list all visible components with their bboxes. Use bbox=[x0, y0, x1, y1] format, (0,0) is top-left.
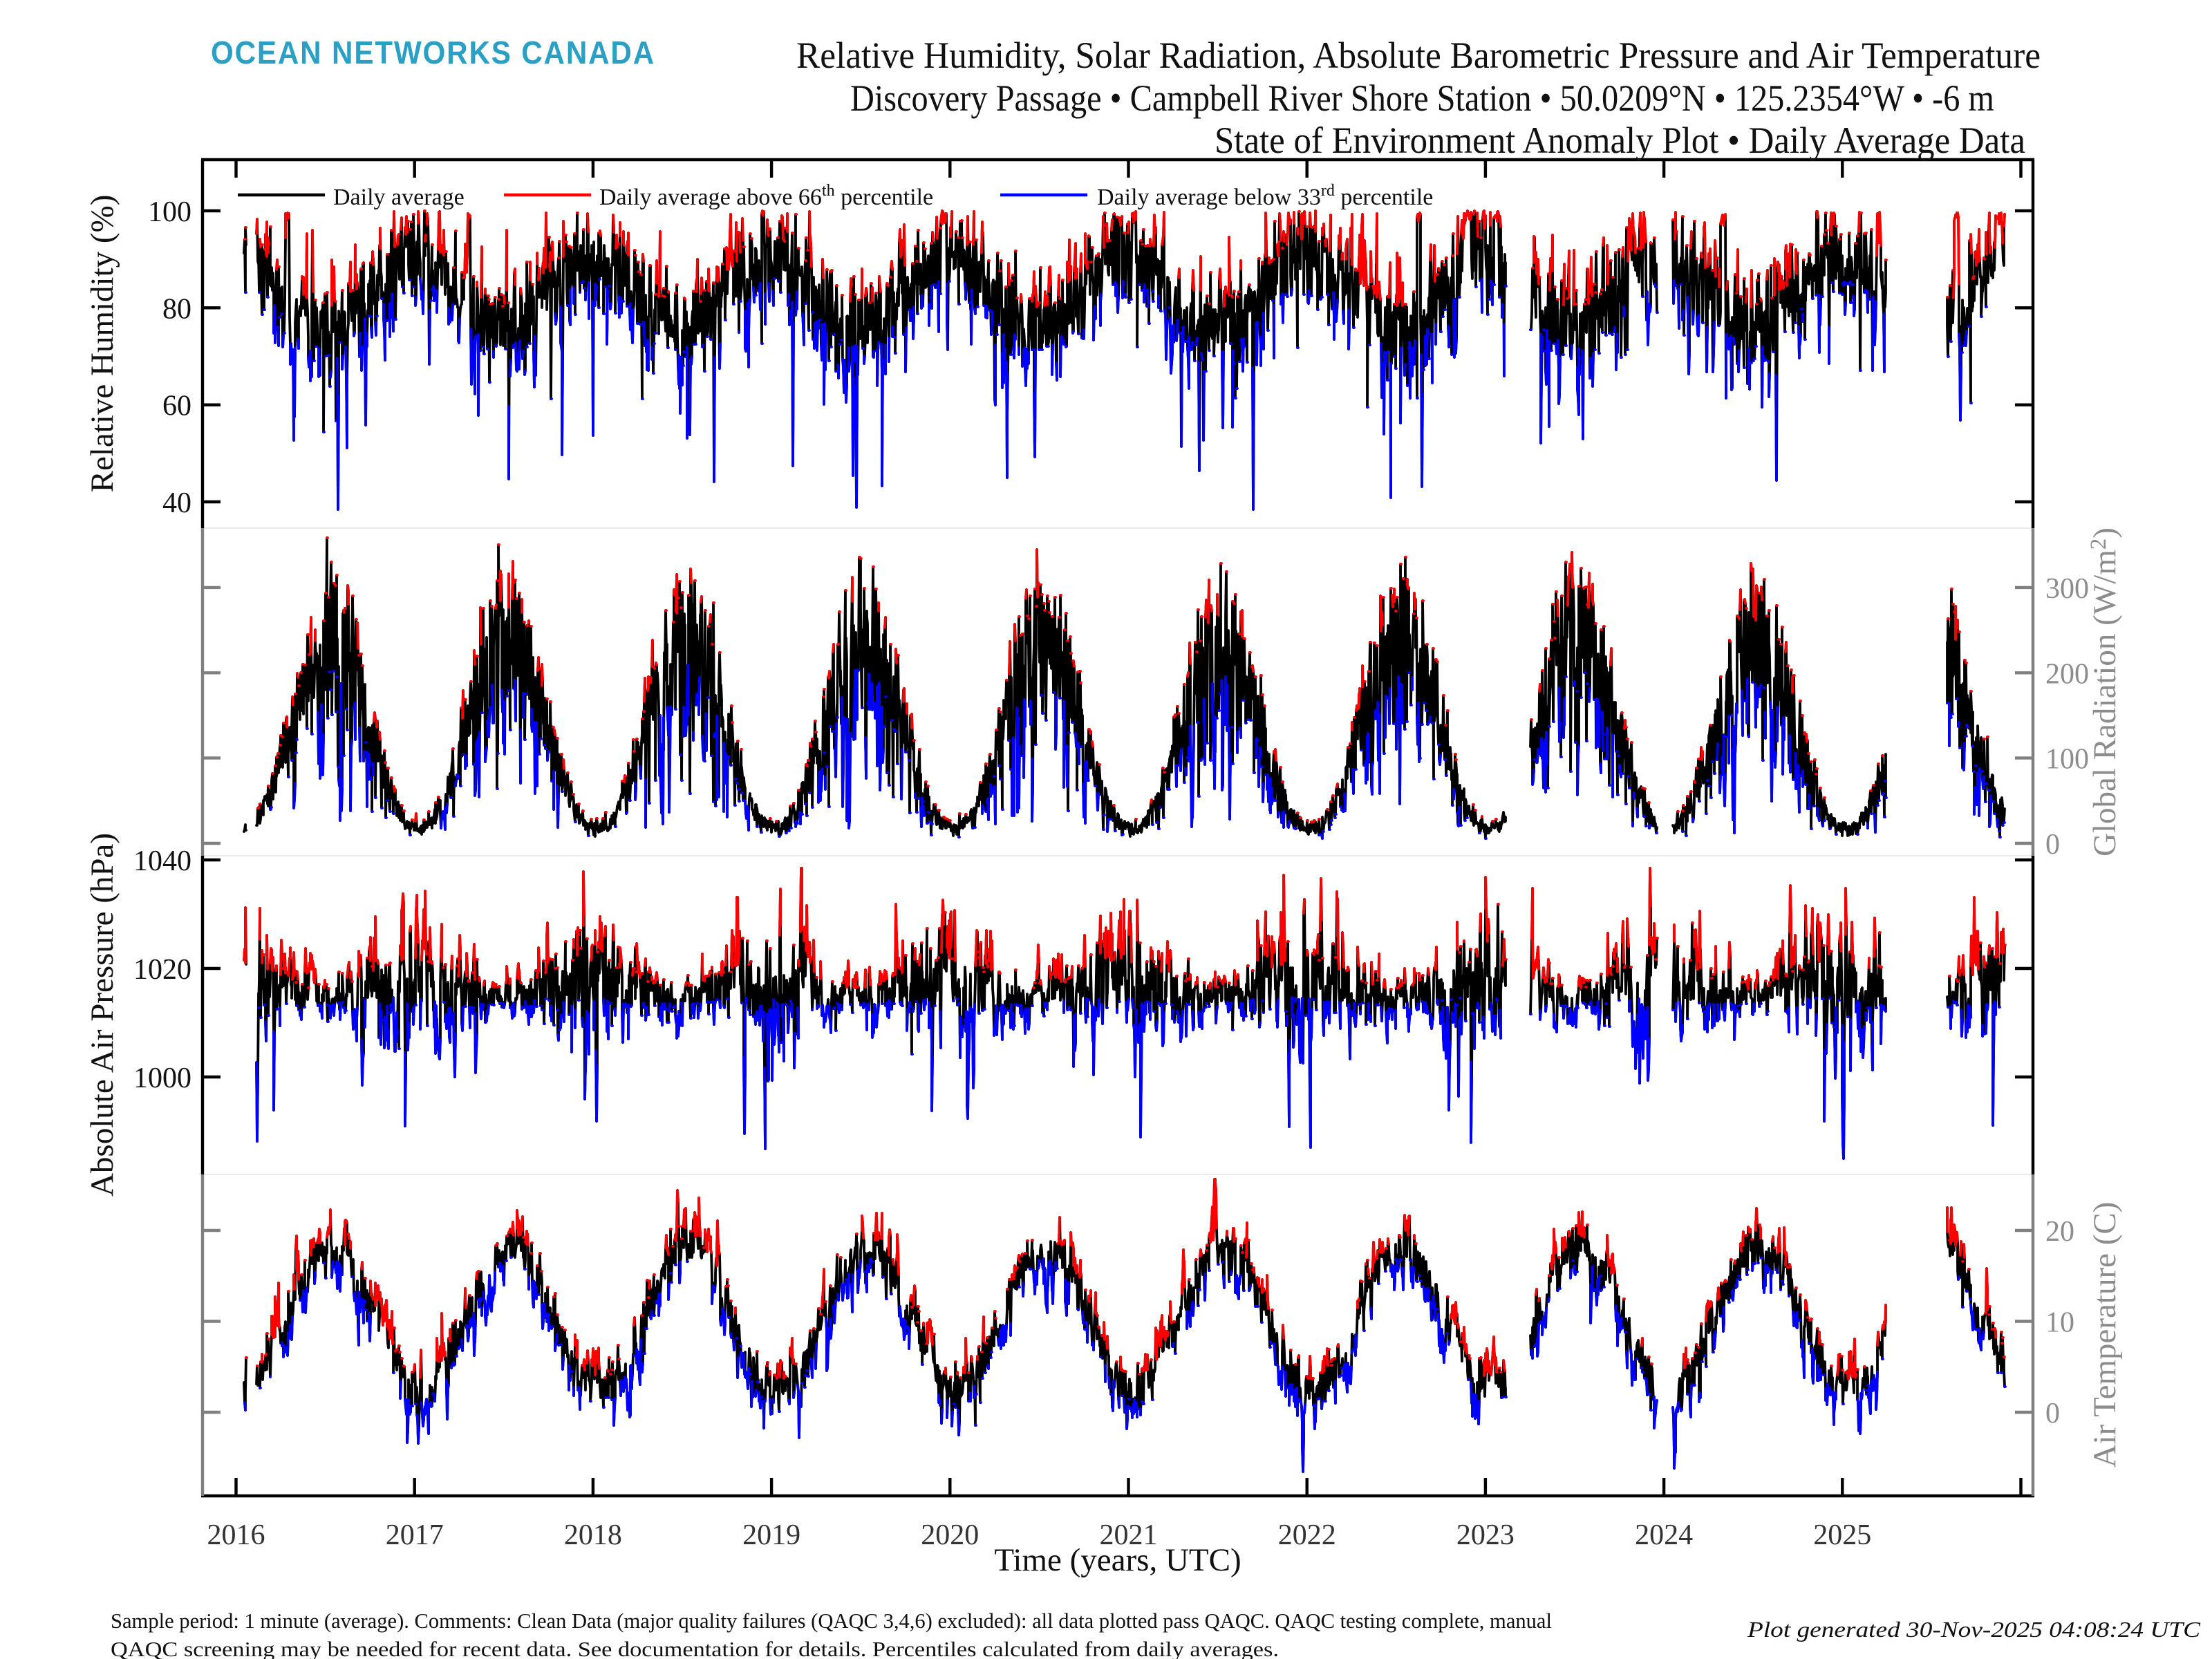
svg-text:2018: 2018 bbox=[564, 1519, 622, 1551]
svg-text:2025: 2025 bbox=[1813, 1519, 1871, 1551]
svg-text:Daily average above 66th perce: Daily average above 66th percentile bbox=[599, 182, 933, 210]
svg-text:Air Temperature (C): Air Temperature (C) bbox=[2087, 1202, 2123, 1468]
svg-text:2016: 2016 bbox=[207, 1519, 265, 1551]
svg-text:Relative Humidity, Solar Radia: Relative Humidity, Solar Radiation, Abso… bbox=[796, 35, 2041, 76]
svg-text:State of Environment Anomaly P: State of Environment Anomaly Plot • Dail… bbox=[1215, 120, 2025, 161]
svg-text:10: 10 bbox=[2045, 1307, 2074, 1339]
svg-text:1000: 1000 bbox=[133, 1062, 191, 1094]
svg-text:Daily average: Daily average bbox=[333, 185, 465, 210]
svg-text:Global Radiation (W/m2): Global Radiation (W/m2) bbox=[2086, 527, 2123, 856]
svg-text:60: 60 bbox=[162, 391, 191, 422]
svg-text:0: 0 bbox=[2045, 829, 2060, 861]
svg-text:40: 40 bbox=[162, 487, 191, 519]
svg-text:2023: 2023 bbox=[1456, 1519, 1515, 1551]
svg-text:200: 200 bbox=[2045, 658, 2089, 690]
svg-text:Discovery Passage • Campbell R: Discovery Passage • Campbell River Shore… bbox=[850, 77, 1994, 119]
svg-text:80: 80 bbox=[162, 293, 191, 325]
svg-text:Sample period: 1 minute (avera: Sample period: 1 minute (average). Comme… bbox=[111, 1609, 1552, 1633]
svg-text:Absolute Air Pressure (hPa): Absolute Air Pressure (hPa) bbox=[84, 833, 120, 1197]
svg-text:2022: 2022 bbox=[1278, 1519, 1336, 1551]
svg-text:Plot generated 30-Nov-2025 04:: Plot generated 30-Nov-2025 04:08:24 UTC bbox=[1747, 1617, 2201, 1642]
svg-text:1020: 1020 bbox=[133, 954, 191, 986]
svg-text:Relative Humidity (%): Relative Humidity (%) bbox=[84, 195, 120, 493]
svg-text:0: 0 bbox=[2045, 1398, 2060, 1430]
svg-text:100: 100 bbox=[148, 196, 191, 228]
svg-text:2019: 2019 bbox=[742, 1519, 800, 1551]
svg-text:1040: 1040 bbox=[133, 845, 191, 877]
svg-text:2017: 2017 bbox=[386, 1519, 444, 1551]
svg-text:100: 100 bbox=[2045, 744, 2089, 776]
svg-text:Time (years, UTC): Time (years, UTC) bbox=[994, 1542, 1241, 1578]
svg-text:QAQC screening may be needed f: QAQC screening may be needed for recent … bbox=[111, 1637, 1279, 1659]
svg-text:2021: 2021 bbox=[1100, 1519, 1158, 1551]
svg-text:2020: 2020 bbox=[921, 1519, 979, 1551]
svg-text:OCEAN NETWORKS CANADA: OCEAN NETWORKS CANADA bbox=[211, 35, 655, 71]
svg-text:300: 300 bbox=[2045, 573, 2089, 605]
svg-text:Daily average below 33rd perce: Daily average below 33rd percentile bbox=[1097, 182, 1433, 210]
svg-text:2024: 2024 bbox=[1635, 1519, 1693, 1551]
svg-text:20: 20 bbox=[2045, 1216, 2074, 1248]
